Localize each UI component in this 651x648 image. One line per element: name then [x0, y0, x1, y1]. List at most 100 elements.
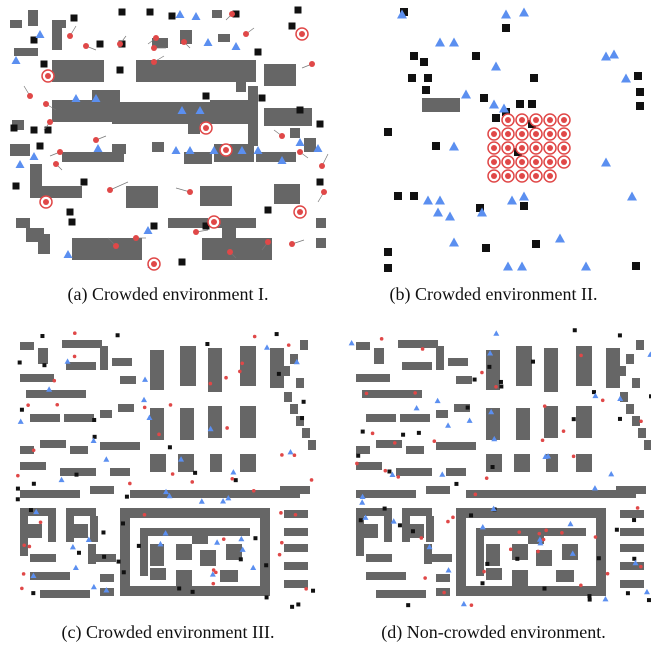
wall-obstacle: [436, 442, 476, 450]
wall-obstacle: [514, 454, 530, 472]
small-obstacle: [617, 416, 622, 421]
wall-obstacle: [120, 518, 130, 594]
agent-circle-icon: [240, 361, 245, 366]
agent-circle-icon: [221, 537, 226, 541]
wall-obstacle: [184, 152, 212, 164]
wall-obstacle: [476, 528, 586, 536]
agent-circle-icon: [533, 131, 539, 137]
wall-obstacle: [28, 524, 42, 538]
agent-circle-icon: [181, 39, 187, 45]
wall-obstacle: [638, 428, 646, 438]
small-obstacle: [167, 445, 172, 450]
wall-obstacle: [176, 544, 192, 560]
agent-circle-icon: [547, 145, 553, 151]
wall-obstacle: [454, 404, 470, 412]
agent-circle-icon: [151, 261, 157, 267]
robot-triangle-icon: [178, 456, 185, 462]
wall-obstacle: [426, 486, 450, 494]
small-obstacle: [482, 244, 490, 252]
small-obstacle: [384, 264, 392, 272]
small-obstacle: [101, 530, 106, 535]
agent-circle-icon: [293, 512, 298, 517]
small-obstacle: [646, 598, 651, 603]
agent-circle-icon: [26, 403, 30, 407]
agent-circle-icon: [280, 453, 284, 457]
wall-obstacle: [456, 586, 606, 596]
agent-circle-icon: [536, 549, 540, 554]
agent-circle-icon: [319, 163, 325, 169]
robot-triangle-icon: [35, 29, 45, 39]
small-obstacle: [530, 74, 538, 82]
robot-triangle-icon: [621, 73, 631, 83]
agent-circle-icon: [442, 590, 446, 595]
agent-circle-icon: [635, 506, 640, 510]
agent-circle-icon: [117, 41, 123, 47]
small-obstacle: [384, 248, 392, 256]
small-obstacle: [118, 8, 126, 16]
wall-obstacle: [376, 440, 402, 448]
wall-obstacle: [430, 554, 452, 562]
robot-triangle-icon: [238, 535, 245, 542]
wall-obstacle: [356, 516, 364, 556]
wall-obstacle: [396, 468, 432, 476]
small-obstacle: [19, 407, 24, 412]
wall-obstacle: [280, 486, 310, 494]
wall-obstacle: [362, 390, 422, 398]
agent-circle-icon: [243, 31, 249, 37]
wall-obstacle: [486, 350, 500, 390]
wall-obstacle: [576, 346, 592, 386]
wall-obstacle: [376, 590, 426, 598]
wall-obstacle: [40, 440, 66, 448]
robot-triangle-icon: [295, 137, 305, 147]
wall-obstacle: [90, 516, 98, 542]
small-obstacle: [502, 24, 510, 32]
small-obstacle: [254, 48, 262, 56]
agent-circle-icon: [355, 461, 359, 466]
robot-triangle-icon: [63, 249, 73, 259]
wall-obstacle: [236, 68, 246, 92]
agent-circle-icon: [286, 343, 291, 347]
small-obstacle: [520, 202, 528, 210]
agent-circle-icon: [309, 478, 314, 482]
agent-circle-icon: [482, 569, 486, 574]
robot-triangle-icon: [397, 9, 407, 19]
robot-triangle-icon: [157, 540, 164, 547]
wall-obstacle: [208, 348, 222, 392]
small-obstacle: [410, 192, 418, 200]
wall-obstacle: [212, 10, 222, 18]
robot-triangle-icon: [501, 9, 511, 19]
agent-circle-icon: [561, 429, 566, 433]
wall-obstacle: [72, 238, 142, 260]
robot-triangle-icon: [72, 564, 79, 571]
wall-obstacle: [100, 410, 112, 418]
robot-triangle-icon: [477, 207, 487, 217]
robot-triangle-icon: [569, 550, 576, 556]
wall-obstacle: [512, 570, 528, 586]
robot-triangle-icon: [220, 498, 227, 504]
small-obstacle: [420, 58, 428, 66]
agent-circle-icon: [544, 528, 548, 533]
small-obstacle: [76, 550, 81, 555]
panel-a: (a) Crowded environment I.: [0, 0, 336, 310]
agent-circle-icon: [491, 159, 497, 165]
wall-obstacle: [366, 572, 406, 580]
robot-triangle-icon: [435, 37, 445, 47]
robot-triangle-icon: [231, 41, 241, 51]
robot-triangle-icon: [449, 237, 459, 247]
agent-circle-icon: [473, 492, 478, 497]
robot-triangle-icon: [239, 546, 246, 552]
wall-obstacle: [226, 544, 242, 560]
wall-obstacle: [626, 354, 634, 364]
wall-obstacle: [210, 454, 222, 472]
small-obstacle: [150, 222, 158, 230]
wall-obstacle: [486, 454, 502, 472]
robot-triangle-icon: [103, 456, 110, 462]
small-obstacle: [485, 561, 490, 566]
robot-triangle-icon: [503, 261, 513, 271]
agent-circle-icon: [168, 403, 173, 407]
small-obstacle: [587, 594, 592, 599]
robot-triangle-icon: [609, 49, 619, 59]
small-obstacle: [625, 591, 630, 596]
robot-triangle-icon: [536, 536, 543, 542]
agent-circle-icon: [43, 199, 49, 205]
